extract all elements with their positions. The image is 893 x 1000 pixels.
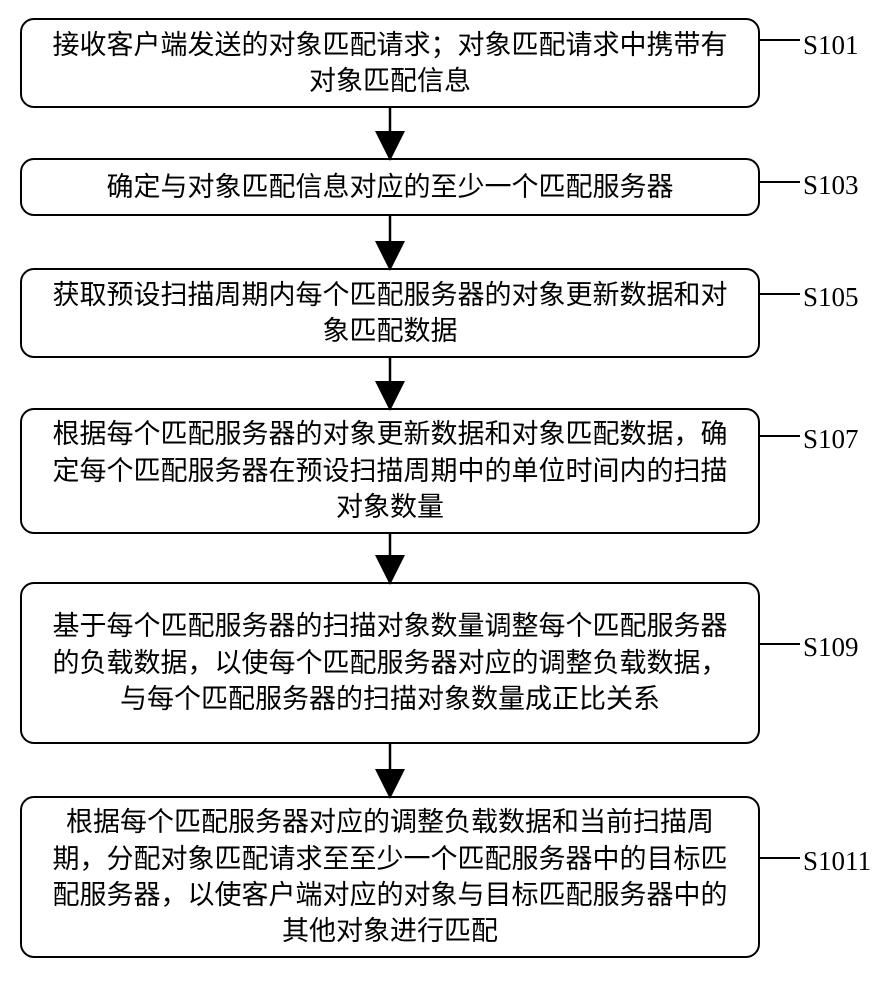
flow-node-text: 基于每个匹配服务器的扫描对象数量调整每个匹配服务器的负载数据，以使每个匹配服务器…: [40, 608, 740, 717]
step-label-text: S109: [803, 632, 859, 662]
flow-node-2: 确定与对象匹配信息对应的至少一个匹配服务器: [20, 158, 760, 216]
step-label-3: S105: [803, 282, 859, 313]
flow-node-4: 根据每个匹配服务器的对象更新数据和对象匹配数据，确定每个匹配服务器在预设扫描周期…: [20, 408, 760, 534]
flowchart-canvas: 接收客户端发送的对象匹配请求；对象匹配请求中携带有对象匹配信息 S101 确定与…: [0, 0, 893, 1000]
step-label-1: S101: [803, 30, 859, 61]
flow-node-5: 基于每个匹配服务器的扫描对象数量调整每个匹配服务器的负载数据，以使每个匹配服务器…: [20, 582, 760, 744]
flow-node-6: 根据每个匹配服务器对应的调整负载数据和当前扫描周期，分配对象匹配请求至至少一个匹…: [20, 796, 760, 958]
step-label-2: S103: [803, 170, 859, 201]
step-label-text: S107: [803, 424, 859, 454]
flow-node-1: 接收客户端发送的对象匹配请求；对象匹配请求中携带有对象匹配信息: [20, 18, 760, 108]
step-label-text: S103: [803, 170, 859, 200]
flow-node-3: 获取预设扫描周期内每个匹配服务器的对象更新数据和对象匹配数据: [20, 268, 760, 358]
step-label-text: S1011: [803, 846, 871, 876]
step-label-text: S101: [803, 30, 859, 60]
flow-node-text: 接收客户端发送的对象匹配请求；对象匹配请求中携带有对象匹配信息: [40, 27, 740, 100]
step-label-5: S109: [803, 632, 859, 663]
step-label-6: S1011: [803, 846, 871, 877]
flow-node-text: 确定与对象匹配信息对应的至少一个匹配服务器: [107, 169, 674, 205]
step-label-text: S105: [803, 282, 859, 312]
step-label-4: S107: [803, 424, 859, 455]
flow-node-text: 根据每个匹配服务器对应的调整负载数据和当前扫描周期，分配对象匹配请求至至少一个匹…: [40, 804, 740, 950]
flow-node-text: 根据每个匹配服务器的对象更新数据和对象匹配数据，确定每个匹配服务器在预设扫描周期…: [40, 416, 740, 525]
flow-node-text: 获取预设扫描周期内每个匹配服务器的对象更新数据和对象匹配数据: [40, 277, 740, 350]
